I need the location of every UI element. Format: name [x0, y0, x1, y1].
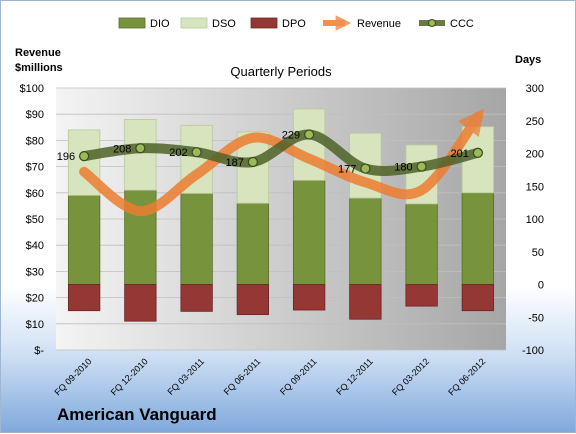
ccc-point — [191, 147, 202, 158]
x-tick-label: FQ 09-2010 — [53, 356, 94, 397]
x-tick-label: FQ 03-2012 — [390, 356, 431, 397]
x-tick-label: FQ 09-2011 — [278, 356, 319, 397]
x-tick-label: FQ 03-2011 — [165, 356, 206, 397]
left-tick-label: $40 — [26, 240, 44, 252]
legend-label: Revenue — [357, 18, 401, 30]
left-tick-label: $90 — [26, 109, 44, 121]
legend-swatch — [250, 17, 278, 29]
bar-dpo — [180, 284, 213, 312]
left-tick-label: $60 — [26, 188, 44, 200]
chart-legend: DIO DSO DPO Revenue CCC — [118, 15, 474, 31]
bars-layer — [67, 108, 495, 322]
ccc-line — [79, 129, 483, 176]
right-tick-label: 300 — [526, 83, 544, 95]
ccc-point — [304, 129, 315, 140]
bar-dso — [124, 119, 157, 191]
right-tick-label: -50 — [528, 312, 544, 324]
ccc-point — [472, 147, 483, 158]
ccc-layer: 196 208 202 187 229 177 180 201 — [57, 129, 483, 176]
legend-label: DSO — [212, 18, 236, 30]
right-tick-label: 250 — [526, 116, 544, 128]
bar-dso — [292, 108, 326, 181]
legend-marker — [428, 19, 436, 27]
left-tick-label: $- — [34, 345, 44, 357]
x-axis-ticks: FQ 09-2010 FQ 12-2010 FQ 03-2011 FQ 06-2011… — [53, 356, 488, 397]
right-axis-ticks: -100 -50 0 50 100 150 200 250 300 — [522, 83, 544, 357]
ccc-data-label: 177 — [338, 164, 356, 176]
bar-dpo — [405, 284, 438, 307]
right-axis-label: Days — [515, 54, 541, 66]
bar-dio — [292, 179, 326, 285]
left-tick-label: $30 — [26, 266, 44, 278]
x-tick-label: FQ 12-2011 — [334, 356, 375, 397]
legend-swatch — [118, 17, 146, 29]
legend-label: DIO — [150, 18, 170, 30]
company-name: American Vanguard — [57, 405, 217, 424]
left-tick-label: $10 — [26, 319, 44, 331]
bar-dio — [236, 202, 270, 285]
ccc-point — [360, 163, 371, 174]
right-tick-label: 150 — [526, 181, 544, 193]
bar-dio — [405, 203, 438, 285]
legend-label: CCC — [450, 18, 474, 30]
ccc-data-label: 187 — [226, 157, 244, 169]
x-tick-label: FQ 12-2010 — [109, 356, 150, 397]
bar-dpo — [236, 284, 270, 316]
ccc-point — [135, 143, 146, 154]
bar-dio — [180, 193, 213, 285]
ccc-data-label: 201 — [451, 148, 469, 160]
ccc-data-label: 229 — [282, 130, 300, 142]
ccc-data-label: 208 — [113, 143, 131, 155]
bar-dpo — [349, 284, 382, 320]
right-tick-label: 200 — [526, 149, 544, 161]
bar-dio — [349, 197, 382, 285]
legend-label: DPO — [282, 18, 306, 30]
right-tick-label: -100 — [522, 345, 544, 357]
ccc-data-label: 202 — [169, 147, 187, 159]
left-tick-label: $50 — [26, 214, 44, 226]
left-axis-label-line1: Revenue — [15, 47, 61, 59]
bar-dpo — [124, 284, 157, 322]
left-axis-label-line2: $millions — [15, 62, 63, 74]
bar-dpo — [67, 284, 101, 312]
left-axis-ticks: $- $10 $20 $30 $40 $50 $60 $70 $80 $90 $100 — [20, 83, 45, 357]
ccc-point — [416, 161, 427, 172]
x-tick-label: FQ 06-2012 — [446, 356, 487, 397]
ccc-point — [247, 156, 258, 168]
left-tick-label: $70 — [26, 162, 44, 174]
ccc-data-label: 180 — [394, 162, 412, 174]
bar-dio — [67, 195, 101, 285]
bar-dpo — [461, 284, 495, 312]
left-tick-label: $80 — [26, 135, 44, 147]
left-tick-label: $100 — [20, 83, 44, 95]
ccc-data-label: 196 — [57, 151, 75, 163]
chart-title: Quarterly Periods — [230, 64, 332, 79]
legend-swatch — [180, 17, 208, 29]
right-tick-label: 100 — [526, 214, 544, 226]
bar-dio — [461, 192, 495, 285]
right-tick-label: 50 — [532, 247, 544, 259]
x-tick-label: FQ 06-2011 — [222, 356, 263, 397]
ccc-point — [79, 151, 90, 162]
right-tick-label: 0 — [538, 280, 544, 292]
bar-dpo — [292, 284, 326, 311]
left-tick-label: $20 — [26, 293, 44, 305]
